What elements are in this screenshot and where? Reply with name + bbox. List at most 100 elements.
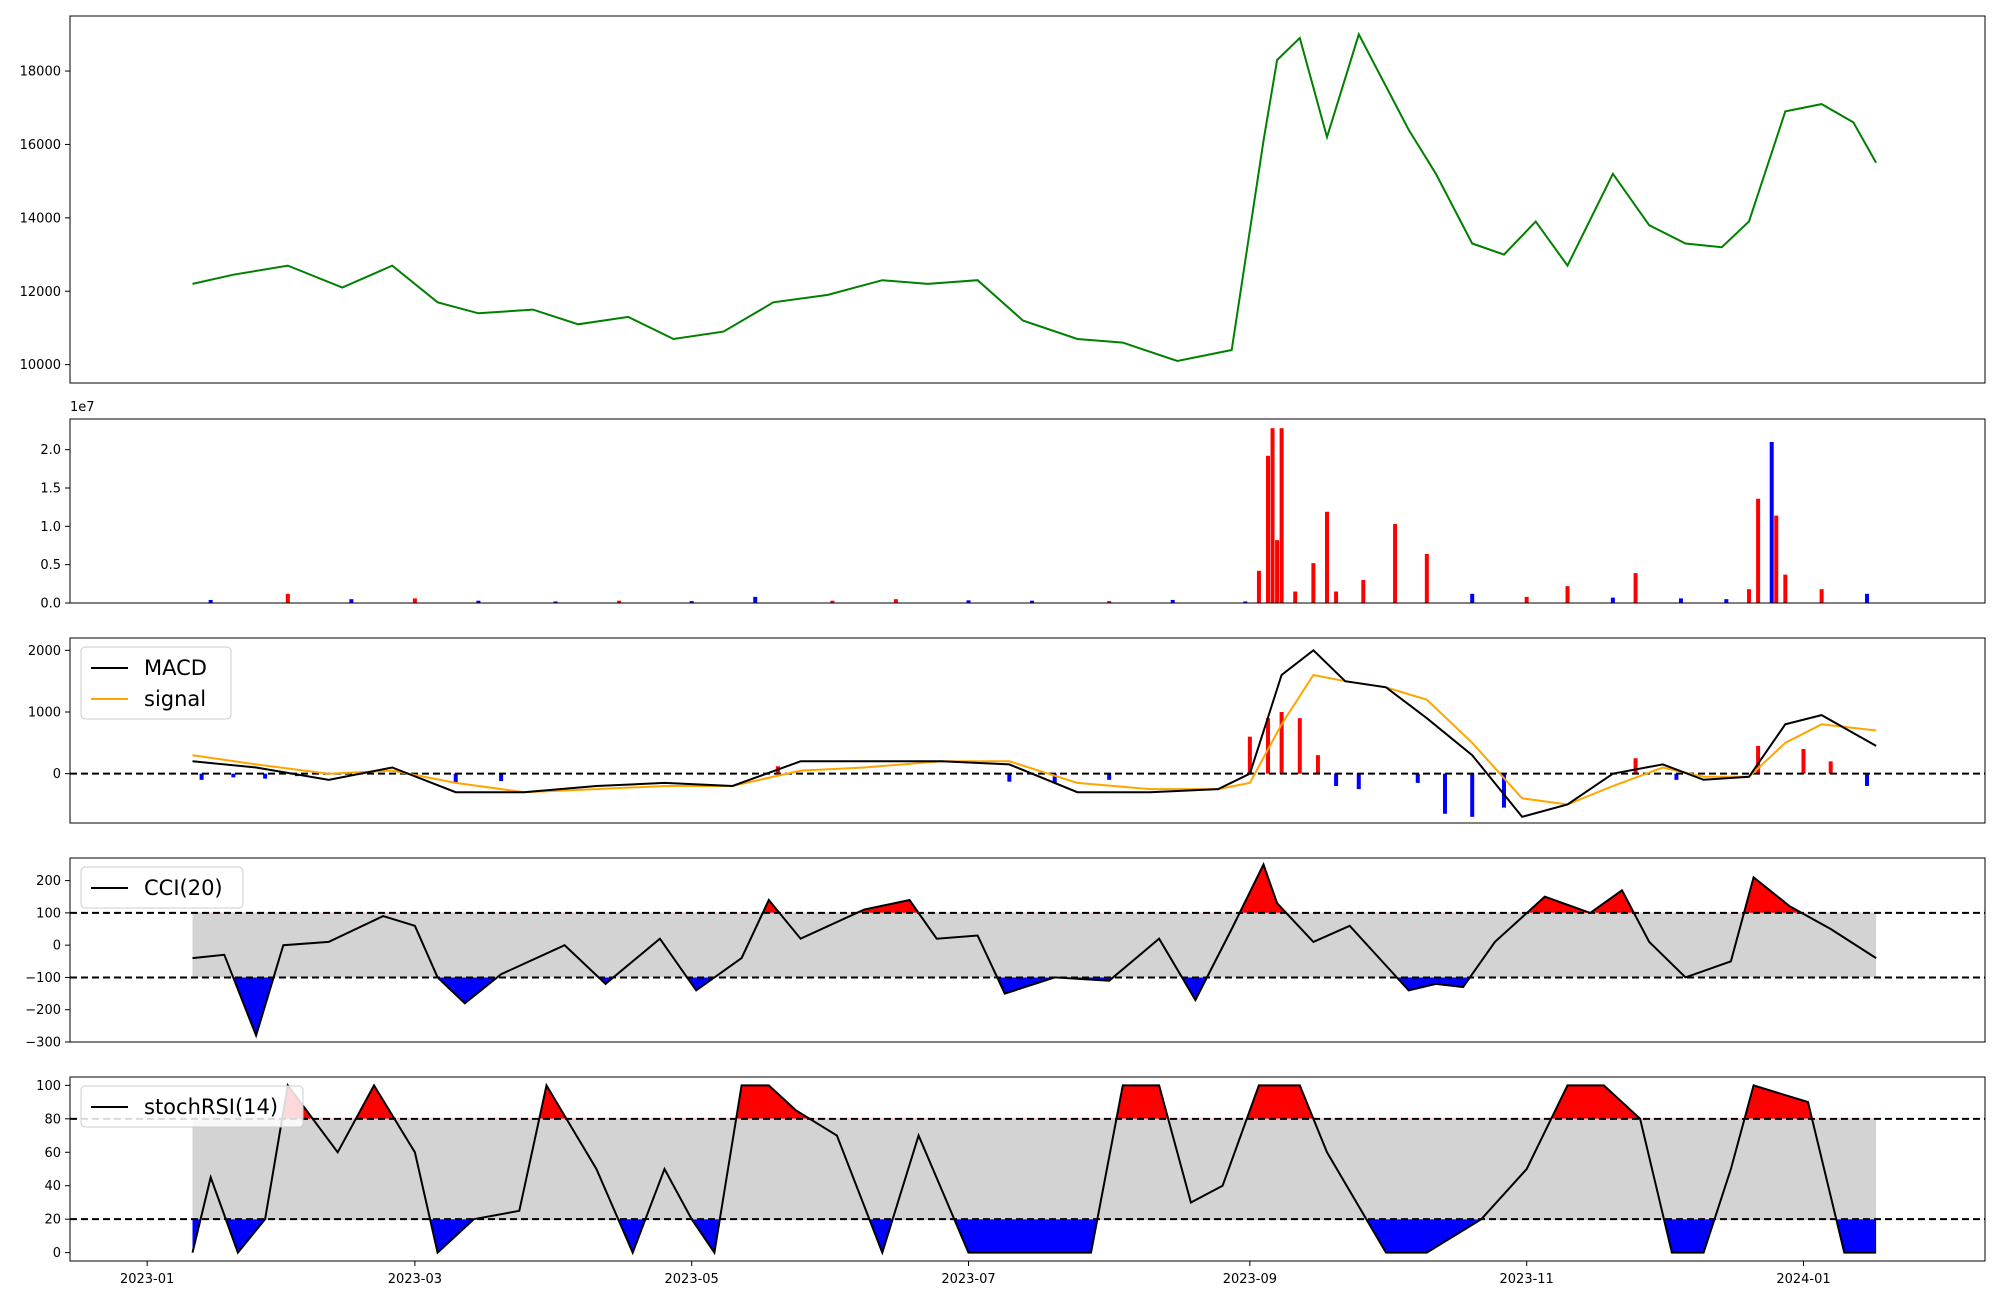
macd-histogram-bar	[1633, 758, 1638, 774]
y-tick-label: 1000	[28, 706, 61, 721]
volume-bar	[1275, 540, 1280, 603]
stochrsi-panel-frame	[69, 1076, 1986, 1262]
volume-bar	[1756, 498, 1761, 603]
volume-bar	[689, 601, 694, 603]
y-tick-label: 60	[44, 1146, 61, 1161]
volume-bar	[553, 601, 558, 603]
y-tick-label: 0.5	[40, 558, 61, 573]
macd-histogram-bar	[199, 773, 204, 780]
stochrsi-panel-oversold-fill	[192, 1219, 1877, 1253]
volume-bar	[1424, 553, 1429, 603]
legend-label: signal	[144, 687, 206, 711]
volume-bar	[1325, 511, 1330, 603]
macd-histogram-bar	[1828, 761, 1833, 774]
volume-panel: 0.0 0.5 1.0 1.5 2.0 1e7	[40, 400, 1986, 612]
legend-box	[80, 1085, 304, 1128]
volume-bar	[617, 600, 622, 603]
volume-bar	[1243, 601, 1248, 603]
macd-panel-background	[70, 638, 1985, 823]
volume-bar	[412, 598, 417, 603]
legend-box	[80, 866, 244, 909]
stochrsi-panel-band	[192, 1118, 1877, 1220]
volume-bar	[830, 600, 835, 603]
y-tick-label: 16000	[20, 138, 61, 153]
macd-histogram-bar	[1007, 773, 1012, 782]
cci-panel-line	[192, 861, 1877, 1039]
macd-series-MACD	[192, 648, 1877, 818]
price-panel-background	[70, 16, 1985, 383]
cci-panel-overbought-fill	[762, 864, 1802, 913]
y-tick-label: 2000	[28, 644, 61, 659]
volume-bar	[1774, 515, 1779, 603]
y-tick-label: 0.0	[40, 597, 61, 612]
volume-bar	[753, 596, 758, 603]
y-tick-label: −300	[25, 1036, 61, 1051]
macd-histogram-bar	[1334, 773, 1339, 786]
cci-panel-band	[192, 912, 1877, 978]
x-tick-label: 2023-11	[1500, 1272, 1554, 1287]
x-tick-label: 2023-01	[120, 1272, 174, 1287]
volume-bar	[476, 600, 481, 603]
volume-bar	[1311, 563, 1316, 603]
volume-bar	[1256, 570, 1261, 603]
macd-histogram-bar	[1415, 773, 1420, 783]
volume-bar	[1293, 591, 1298, 603]
volume-bar	[1724, 599, 1729, 603]
y-tick-label: 0	[53, 767, 61, 782]
macd-histogram-bar	[1865, 773, 1870, 786]
volume-panel-frame	[69, 418, 1986, 604]
macd-histogram-bar	[1052, 773, 1057, 783]
volume-bar	[966, 600, 971, 603]
legend-label: stochRSI(14)	[144, 1095, 278, 1119]
y-tick-label: 20	[44, 1213, 61, 1228]
volume-exponent-label: 1e7	[70, 400, 95, 415]
volume-bar	[893, 599, 898, 603]
volume-bar	[1747, 589, 1752, 603]
volume-bar	[1783, 574, 1788, 603]
macd-histogram-bar	[1279, 712, 1284, 774]
legend-label: MACD	[144, 656, 207, 680]
y-tick-label: 12000	[20, 285, 61, 300]
macd-histogram-bar	[1801, 749, 1806, 774]
x-tick-label: 2024-01	[1776, 1272, 1830, 1287]
volume-bar	[285, 593, 290, 603]
stochrsi-panel-overbought-fill	[192, 1085, 1877, 1119]
volume-bar	[349, 599, 354, 603]
volume-bar	[1334, 591, 1339, 603]
y-tick-label: 200	[36, 874, 61, 889]
volume-bar	[1107, 601, 1112, 603]
macd-histogram-bar	[1756, 745, 1761, 774]
macd-histogram-bar	[1315, 755, 1320, 774]
legend-box	[80, 646, 232, 720]
macd-histogram-bar	[1297, 718, 1302, 774]
y-tick-label: 0	[53, 939, 61, 954]
y-tick-label: 14000	[20, 211, 61, 226]
volume-bar	[1361, 580, 1366, 603]
volume-bar	[1470, 593, 1475, 603]
x-axis: 2023-01 2023-03 2023-05 2023-07 2023-09 2023-…	[120, 1261, 1831, 1287]
price-panel-frame	[69, 15, 1986, 384]
y-tick-label: 18000	[20, 65, 61, 80]
macd-panel-frame	[69, 637, 1986, 824]
macd-panel: 0 1000 2000 MACD signal	[28, 637, 1986, 824]
volume-bar	[1524, 596, 1529, 603]
volume-bar	[1633, 573, 1638, 603]
macd-histogram-bar	[263, 773, 268, 779]
y-tick-label: 40	[44, 1179, 61, 1194]
volume-bar	[1678, 598, 1683, 603]
y-tick-label: 2.0	[40, 443, 61, 458]
macd-histogram-bar	[1356, 773, 1361, 790]
x-tick-label: 2023-09	[1223, 1272, 1277, 1287]
volume-panel-background	[70, 419, 1985, 603]
cci-panel: −300 −200 −100 0 100 200 CCI(20)	[25, 857, 1986, 1051]
y-tick-label: 80	[44, 1112, 61, 1127]
y-tick-label: −200	[25, 1003, 61, 1018]
volume-bar	[1393, 524, 1398, 603]
stochrsi-panel-line	[191, 1082, 1877, 1256]
macd-histogram-bar	[1501, 773, 1506, 808]
macd-histogram-bar	[1266, 718, 1271, 774]
x-tick-label: 2023-05	[665, 1272, 719, 1287]
volume-bar	[1170, 599, 1175, 603]
y-tick-label: 100	[36, 906, 61, 921]
